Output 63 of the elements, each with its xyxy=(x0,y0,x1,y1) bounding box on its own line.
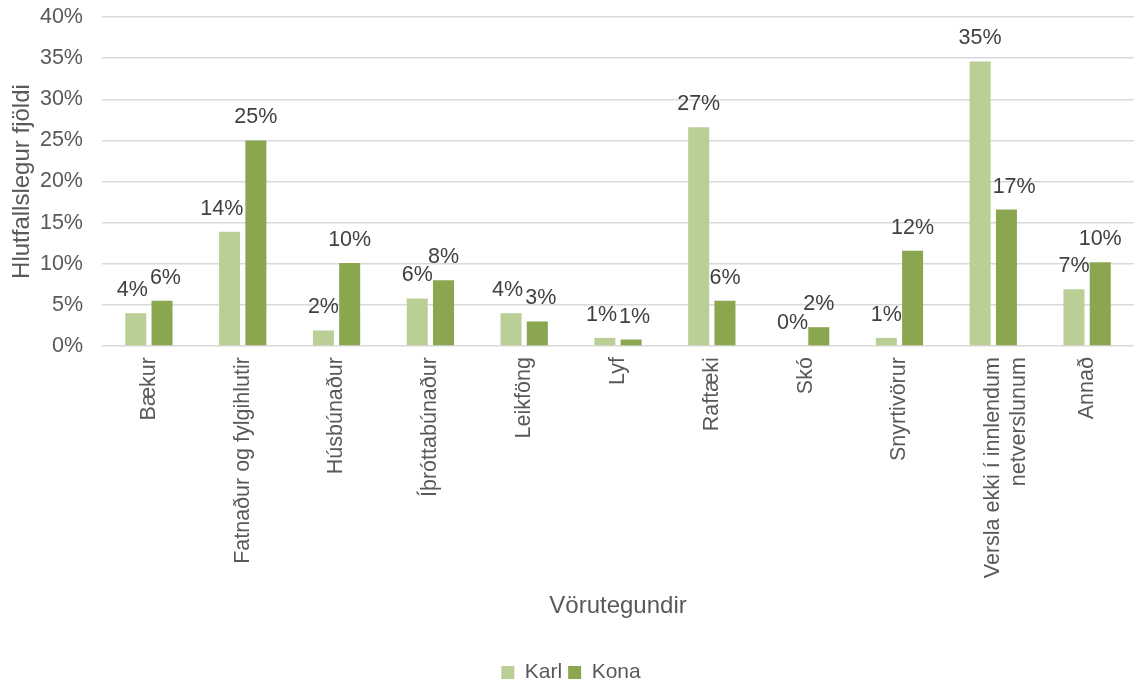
x-tick-label: Húsbúnaður xyxy=(323,357,348,475)
data-label: 1% xyxy=(870,301,902,326)
data-label: 35% xyxy=(958,25,1002,50)
x-axis-title: Vörutegundir xyxy=(549,591,687,619)
data-label: 6% xyxy=(709,264,741,289)
bar xyxy=(500,313,522,346)
bar xyxy=(969,61,991,346)
data-label: 25% xyxy=(234,104,278,129)
legend-label: Karl xyxy=(524,659,563,682)
data-label: 1% xyxy=(585,301,617,326)
data-label: 2% xyxy=(307,294,339,319)
y-tick-label: 0% xyxy=(51,333,83,358)
bar xyxy=(406,298,428,346)
x-tick-label: Leikföng xyxy=(511,357,536,439)
y-tick-label: 20% xyxy=(39,168,83,193)
data-label: 10% xyxy=(1078,226,1122,251)
bar xyxy=(245,140,267,346)
y-tick-label: 10% xyxy=(39,250,83,275)
data-label: 6% xyxy=(401,262,433,287)
legend-label: Kona xyxy=(591,659,642,682)
x-tick-label: Versla ekki í innlendum netverslunum xyxy=(980,357,1030,579)
x-tick-label: Snyrtivörur xyxy=(886,357,911,462)
bar xyxy=(902,250,924,346)
y-tick-label: 25% xyxy=(39,127,83,152)
bar xyxy=(1063,289,1085,346)
bar xyxy=(808,327,830,346)
bar xyxy=(339,263,361,346)
bar xyxy=(688,127,710,346)
x-tick-label: Skó xyxy=(792,357,817,395)
data-label: 4% xyxy=(492,277,524,302)
bar xyxy=(432,280,455,346)
bar xyxy=(1089,262,1111,346)
bar xyxy=(125,313,147,346)
x-tick-label: Fatnaður og fylgihlutir xyxy=(229,357,254,564)
y-tick-label: 5% xyxy=(51,291,83,316)
bar xyxy=(875,337,897,346)
bar xyxy=(714,300,736,346)
data-label: 14% xyxy=(200,195,244,220)
x-tick-label: Lyf xyxy=(604,357,629,385)
y-tick-label: 15% xyxy=(39,209,83,234)
y-axis-title: Hlutfallslegur fjöldi xyxy=(7,84,35,279)
x-tick-label: Bækur xyxy=(135,357,160,421)
data-label: 3% xyxy=(525,285,557,310)
bar xyxy=(594,337,616,346)
bar xyxy=(995,209,1017,346)
x-tick-label: Íþróttabúnaður xyxy=(416,357,442,497)
data-label: 7% xyxy=(1058,253,1090,278)
bar xyxy=(151,300,173,346)
x-tick-label: Annað xyxy=(1074,357,1099,420)
data-label: 1% xyxy=(619,303,651,328)
y-tick-label: 30% xyxy=(39,86,83,111)
x-tick-label: Raftæki xyxy=(698,357,723,432)
data-label: 10% xyxy=(328,227,372,252)
bar xyxy=(526,321,548,346)
data-label: 17% xyxy=(992,173,1036,198)
data-label: 4% xyxy=(116,277,148,302)
bar xyxy=(219,231,241,346)
data-label: 12% xyxy=(891,214,935,239)
bar xyxy=(312,330,334,346)
data-label: 6% xyxy=(149,264,181,289)
y-tick-label: 40% xyxy=(39,3,83,28)
data-label: 27% xyxy=(677,91,721,116)
y-tick-label: 35% xyxy=(39,45,83,70)
